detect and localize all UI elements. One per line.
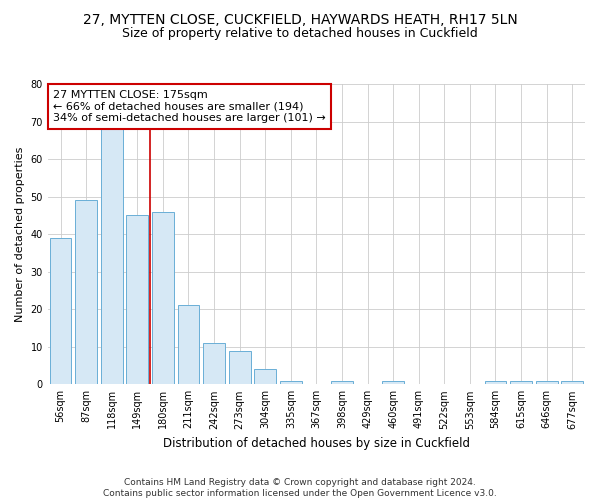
Bar [382, 380, 404, 384]
Bar [562, 380, 583, 384]
Bar [152, 212, 174, 384]
Bar [254, 370, 276, 384]
Bar [75, 200, 97, 384]
Text: 27, MYTTEN CLOSE, CUCKFIELD, HAYWARDS HEATH, RH17 5LN: 27, MYTTEN CLOSE, CUCKFIELD, HAYWARDS HE… [83, 12, 517, 26]
Bar [178, 306, 199, 384]
Bar [485, 380, 506, 384]
Text: Contains HM Land Registry data © Crown copyright and database right 2024.
Contai: Contains HM Land Registry data © Crown c… [103, 478, 497, 498]
Text: 27 MYTTEN CLOSE: 175sqm
← 66% of detached houses are smaller (194)
34% of semi-d: 27 MYTTEN CLOSE: 175sqm ← 66% of detache… [53, 90, 326, 123]
Text: Size of property relative to detached houses in Cuckfield: Size of property relative to detached ho… [122, 28, 478, 40]
Bar [203, 343, 225, 384]
Bar [280, 380, 302, 384]
Bar [50, 238, 71, 384]
X-axis label: Distribution of detached houses by size in Cuckfield: Distribution of detached houses by size … [163, 437, 470, 450]
Bar [101, 129, 122, 384]
Bar [536, 380, 557, 384]
Bar [331, 380, 353, 384]
Bar [229, 350, 251, 384]
Y-axis label: Number of detached properties: Number of detached properties [15, 146, 25, 322]
Bar [127, 216, 148, 384]
Bar [510, 380, 532, 384]
